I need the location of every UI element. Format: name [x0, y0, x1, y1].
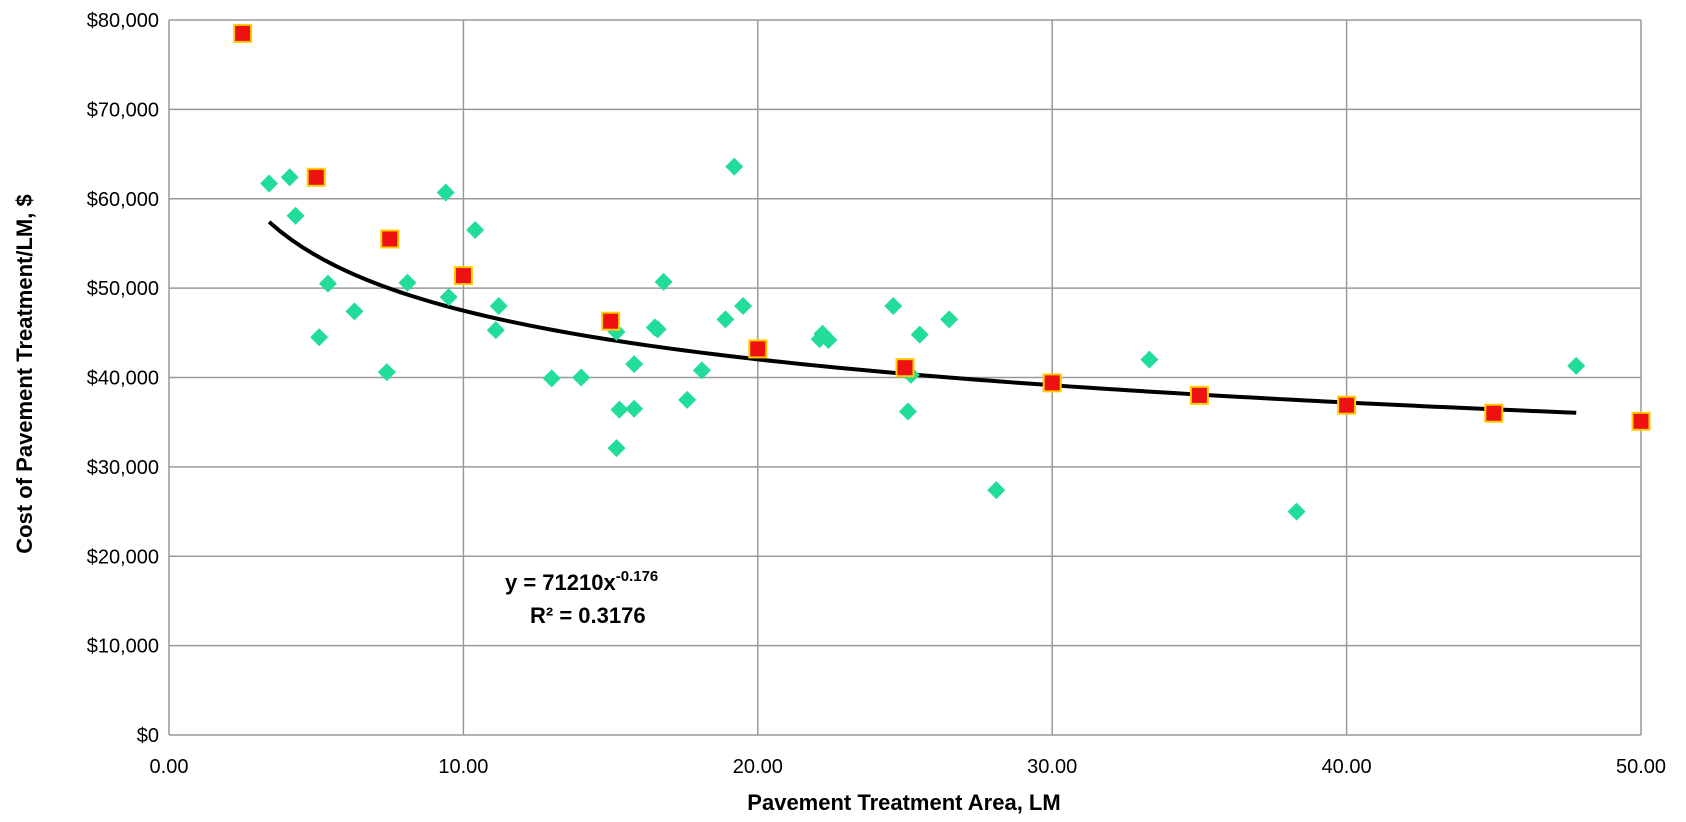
- data-point-diamond: [280, 168, 299, 187]
- data-point-square: [895, 358, 915, 378]
- data-point-diamond: [310, 328, 329, 347]
- y-tick-label: $40,000: [87, 368, 159, 390]
- y-tick-label: $70,000: [87, 99, 159, 121]
- data-point-diamond: [648, 320, 667, 339]
- x-tick-label: 40.00: [1322, 756, 1372, 778]
- data-point-diamond: [884, 297, 903, 315]
- data-point-diamond: [610, 400, 629, 419]
- data-point-diamond: [260, 174, 279, 193]
- data-point-diamond: [486, 321, 505, 340]
- data-points: [233, 23, 1651, 521]
- y-tick-label: $80,000: [87, 10, 159, 32]
- data-point-square: [748, 339, 768, 359]
- data-point-diamond: [286, 206, 305, 225]
- y-tick-label: $60,000: [87, 189, 159, 211]
- data-point-diamond: [1140, 350, 1159, 369]
- trendline-equation-base: y = 71210x: [505, 570, 616, 595]
- data-point-diamond: [1287, 502, 1306, 521]
- data-point-diamond: [1567, 356, 1586, 375]
- data-point-square: [601, 311, 621, 331]
- trendline-curve: [267, 220, 1577, 415]
- x-axis-title: Pavement Treatment Area, LM: [747, 790, 1060, 815]
- data-point-diamond: [466, 221, 485, 240]
- data-point-diamond: [819, 330, 838, 349]
- data-point-diamond: [678, 390, 697, 409]
- trendline-layer: [267, 220, 1577, 415]
- data-point-diamond: [398, 273, 417, 292]
- trendline-equation: y = 71210x-0.176: [505, 568, 658, 595]
- data-point-diamond: [377, 363, 396, 382]
- data-point-diamond: [625, 355, 644, 374]
- data-point-square: [1484, 403, 1504, 423]
- x-tick-label: 20.00: [733, 756, 783, 778]
- data-point-diamond: [734, 297, 753, 315]
- data-point-diamond: [725, 157, 744, 176]
- data-point-square: [1337, 395, 1357, 415]
- x-tick-label: 10.00: [438, 756, 488, 778]
- data-point-square: [1189, 385, 1209, 405]
- data-point-diamond: [607, 439, 626, 458]
- data-point-diamond: [439, 288, 458, 307]
- data-point-square: [1631, 411, 1651, 431]
- data-point-diamond: [940, 310, 959, 329]
- y-tick-label: $30,000: [87, 457, 159, 479]
- data-point-diamond: [987, 481, 1006, 500]
- data-point-diamond: [318, 274, 337, 293]
- data-point-diamond: [625, 399, 644, 418]
- data-point-diamond: [654, 272, 673, 291]
- data-point-square: [1042, 373, 1062, 393]
- x-tick-label: 50.00: [1616, 756, 1666, 778]
- data-point-diamond: [436, 183, 455, 202]
- data-point-diamond: [542, 369, 561, 388]
- data-point-square: [233, 23, 253, 43]
- x-tick-label: 0.00: [150, 756, 189, 778]
- data-point-diamond: [692, 361, 711, 380]
- y-tick-label: $20,000: [87, 546, 159, 568]
- x-tick-label: 30.00: [1027, 756, 1077, 778]
- data-point-square: [380, 229, 400, 249]
- y-axis-title: Cost of Pavement Treatment/LM, $: [12, 194, 37, 553]
- data-point-square: [306, 167, 326, 187]
- tick-labels: $0 $10,000 $20,000 $30,000 $40,000 $50,000 $60…: [87, 10, 1666, 778]
- data-point-diamond: [898, 402, 917, 421]
- data-point-diamond: [345, 302, 364, 321]
- y-tick-label: $10,000: [87, 636, 159, 658]
- y-tick-label: $50,000: [87, 278, 159, 300]
- trendline-equation-exponent: -0.176: [616, 568, 659, 585]
- y-tick-label: $0: [137, 725, 159, 747]
- data-point-diamond: [716, 310, 735, 329]
- data-point-diamond: [572, 368, 591, 387]
- data-point-diamond: [489, 297, 508, 315]
- data-point-diamond: [910, 325, 929, 344]
- data-point-square: [453, 266, 473, 286]
- trendline-r-squared: R² = 0.3176: [530, 603, 646, 628]
